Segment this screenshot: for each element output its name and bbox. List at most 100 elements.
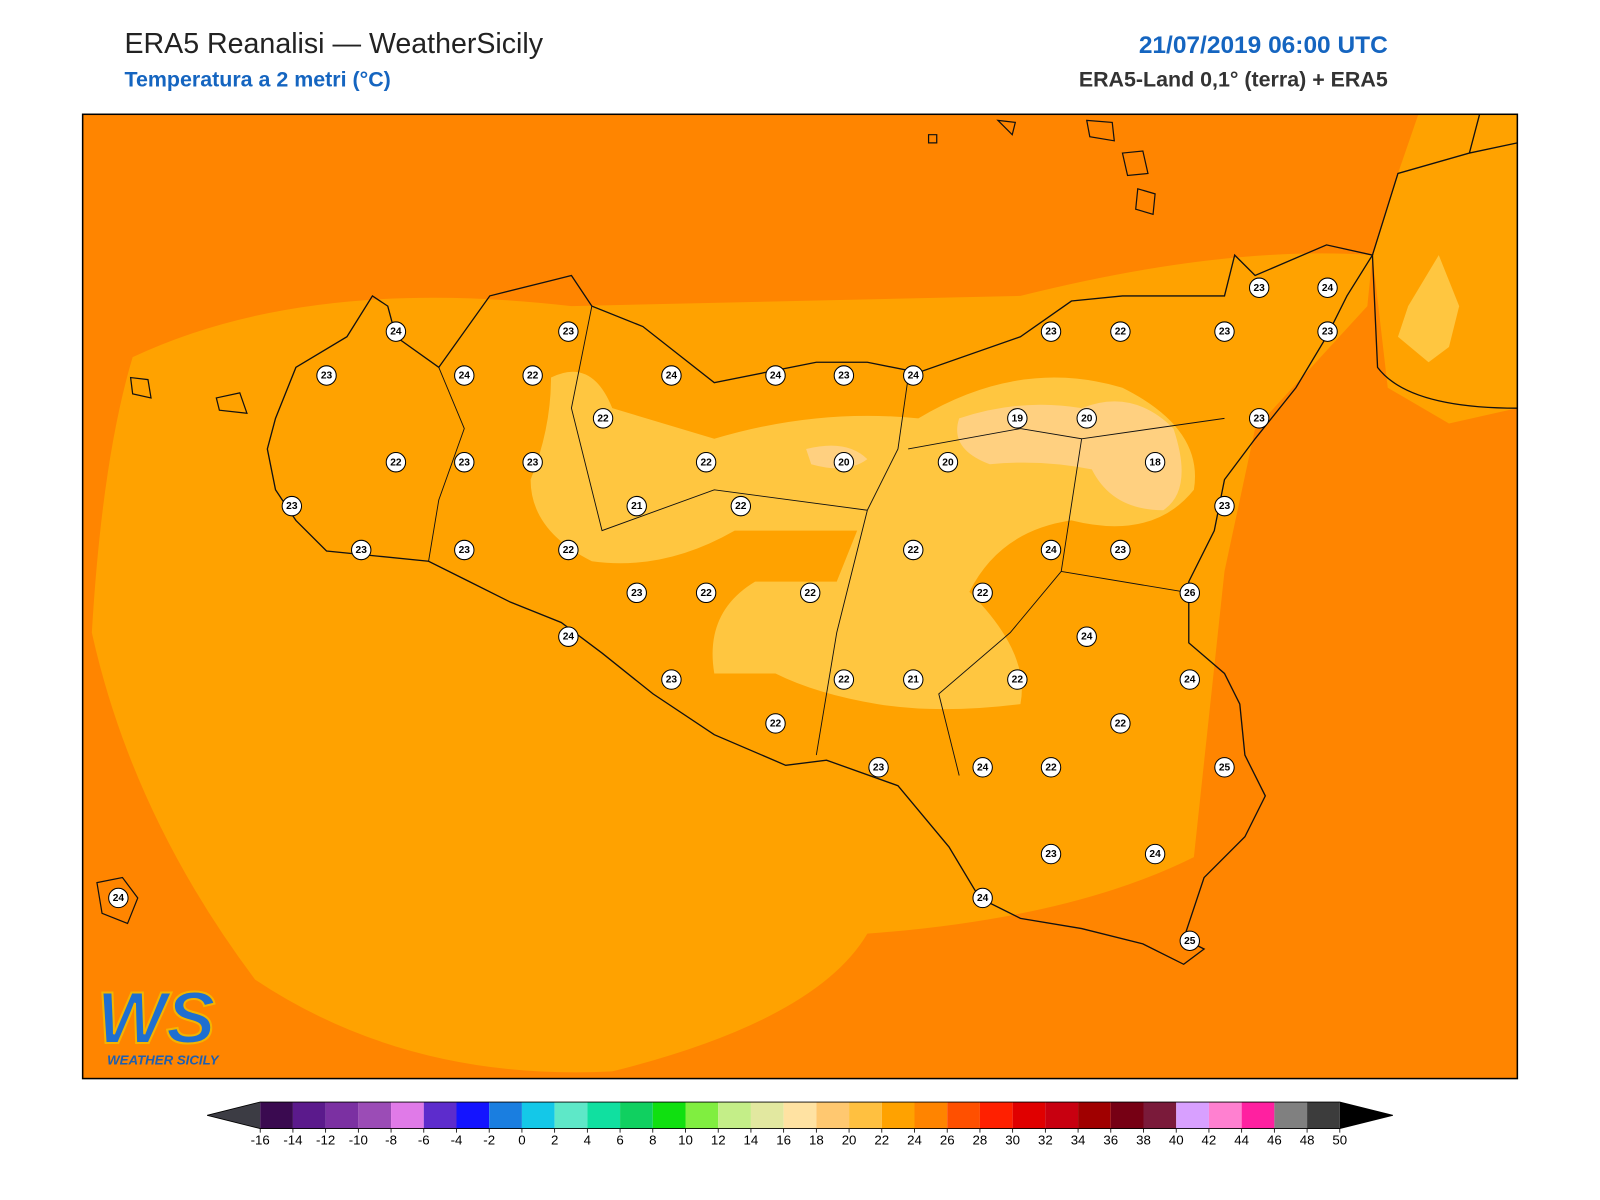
station-marker <box>833 365 855 386</box>
colorbar-label: 50 <box>1332 1132 1347 1147</box>
station-marker <box>661 365 682 386</box>
logo: WS WEATHER SICILY <box>96 975 220 1067</box>
station-value: 24 <box>563 632 575 643</box>
logo-caption: WEATHER SICILY <box>107 1052 220 1067</box>
colorbar-label: -2 <box>483 1132 495 1147</box>
colorbar-label: -6 <box>418 1132 430 1147</box>
station: 22 <box>695 582 717 604</box>
station: 18 <box>1144 452 1166 473</box>
station: 23 <box>661 669 682 690</box>
station-value: 24 <box>1149 849 1161 860</box>
station: 24 <box>903 365 924 386</box>
station: 24 <box>765 365 786 386</box>
station-value: 22 <box>597 413 609 424</box>
station-value: 21 <box>631 501 643 512</box>
colorbar-bin <box>554 1102 588 1129</box>
colorbar-bin <box>391 1102 424 1129</box>
station-value: 23 <box>1115 545 1127 556</box>
colorbar-label: 2 <box>551 1132 558 1147</box>
station-marker <box>522 365 543 386</box>
station-value: 23 <box>1219 327 1231 338</box>
station: 24 <box>1179 669 1200 690</box>
colorbar-label: -8 <box>385 1132 397 1147</box>
station-marker <box>1248 277 1270 298</box>
coastline <box>266 244 1374 966</box>
station-marker <box>1317 277 1338 298</box>
station-value: 22 <box>977 588 989 599</box>
map: 24 23 23 24 22 24 24 23 24 23 22 23 23 24 23 22 19 20 23 22… <box>82 114 1518 1079</box>
station-marker <box>972 582 993 604</box>
colorbar-bin <box>521 1102 555 1129</box>
colorbar-bin <box>1307 1102 1340 1129</box>
station-marker <box>903 539 924 561</box>
station-value: 22 <box>805 588 817 599</box>
station-marker <box>626 495 647 517</box>
station: 22 <box>695 452 717 473</box>
station: 24 <box>108 887 129 909</box>
station-value: 23 <box>459 457 471 468</box>
station-marker <box>1179 582 1200 604</box>
station: 21 <box>903 669 924 690</box>
station-value: 24 <box>1081 632 1093 643</box>
station: 22 <box>1007 669 1028 690</box>
colorbar-label: 16 <box>776 1132 791 1147</box>
colorbar-bin <box>325 1102 359 1129</box>
source: ERA5-Land 0,1° (terra) + ERA5 <box>1079 68 1388 92</box>
station-value: 22 <box>1045 762 1057 773</box>
colorbar-label: 26 <box>940 1132 955 1147</box>
station-marker <box>903 669 924 690</box>
colorbar-label: 4 <box>584 1132 591 1147</box>
colorbar-bin <box>979 1102 1013 1129</box>
station: 23 <box>454 452 475 473</box>
station-marker <box>972 757 993 778</box>
station-value: 22 <box>390 457 402 468</box>
station-marker <box>1076 626 1097 647</box>
station-marker <box>1248 408 1270 429</box>
station-marker <box>1317 321 1338 342</box>
station-value: 22 <box>700 588 712 599</box>
station-value: 24 <box>908 371 920 382</box>
station-marker <box>316 365 337 386</box>
station-marker <box>695 452 717 473</box>
title: ERA5 Reanalisi — WeatherSicily <box>124 28 543 60</box>
station-marker <box>1179 930 1200 952</box>
colorbar-bin <box>1045 1102 1079 1129</box>
station-value: 24 <box>977 762 989 773</box>
station-marker <box>558 321 579 342</box>
station: 23 <box>1214 321 1235 342</box>
colorbar-bin <box>1078 1102 1111 1129</box>
station-marker <box>833 669 855 690</box>
station-marker <box>626 582 647 604</box>
colorbar-bin <box>881 1102 915 1129</box>
station: 22 <box>1110 713 1131 734</box>
station: 23 <box>1317 321 1338 342</box>
station-marker <box>592 408 614 429</box>
station-value: 22 <box>527 371 539 382</box>
colorbar-label: 10 <box>678 1132 693 1147</box>
station-value: 23 <box>1045 327 1057 338</box>
station-marker <box>868 757 889 778</box>
colorbar-bin <box>620 1102 653 1129</box>
station: 22 <box>1040 757 1062 778</box>
colorbar-bin <box>1110 1102 1144 1129</box>
station: 22 <box>903 539 924 561</box>
colorbar-label: -14 <box>283 1132 302 1147</box>
colorbar-over <box>1339 1102 1393 1129</box>
station-value: 23 <box>1254 283 1266 294</box>
colorbar-label: 46 <box>1267 1132 1282 1147</box>
station-value: 20 <box>838 457 850 468</box>
colorbar-label: 44 <box>1234 1132 1249 1147</box>
station-value: 24 <box>1322 283 1334 294</box>
station-marker <box>800 582 821 604</box>
station-value: 22 <box>770 718 782 729</box>
station-value: 23 <box>631 588 643 599</box>
colorbar-label: 14 <box>744 1132 759 1147</box>
colorbar-bin <box>914 1102 948 1129</box>
station-value: 20 <box>942 457 954 468</box>
station: 22 <box>558 539 579 561</box>
colorbar-label: 36 <box>1103 1132 1118 1147</box>
colorbar-bin <box>652 1102 686 1129</box>
station-marker <box>1040 757 1062 778</box>
colorbar-bin <box>816 1102 850 1129</box>
province-border <box>428 306 1225 776</box>
